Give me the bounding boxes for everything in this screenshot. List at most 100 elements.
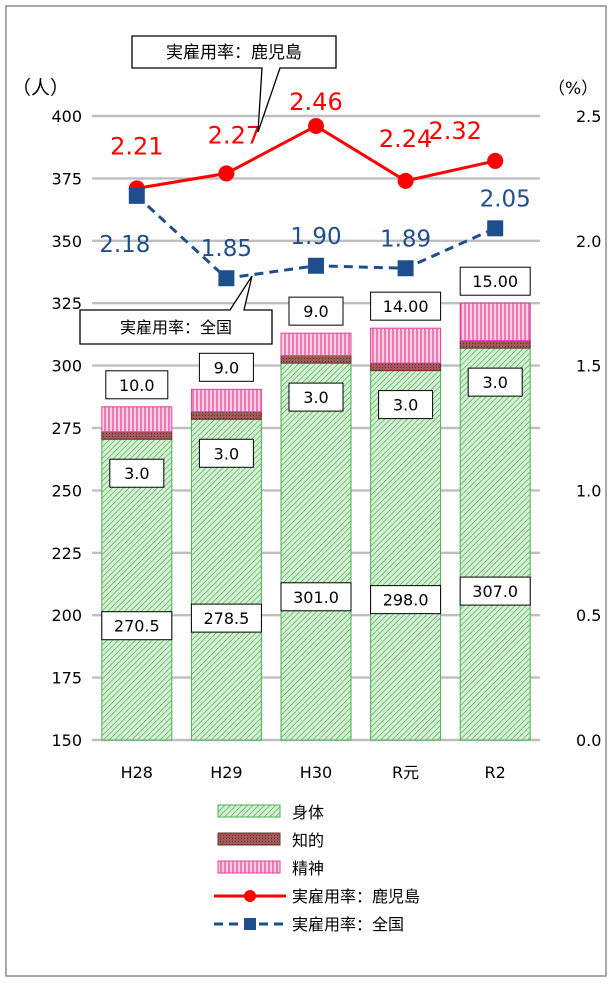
- label-national: 2.18: [99, 232, 150, 258]
- x-tick-label: H30: [300, 763, 332, 782]
- point-national: [128, 187, 145, 204]
- bar-label-shintai: 307.0: [472, 582, 518, 601]
- legend-swatch: [217, 832, 281, 846]
- point-kagoshima: [308, 117, 324, 134]
- y-left-tick-label: 200: [51, 606, 82, 625]
- bar-label-chiteki: 3.0: [482, 373, 507, 392]
- bar-chiteki: [101, 431, 173, 440]
- callout-kagoshima-text: 実雇用率：鹿児島: [166, 43, 302, 63]
- bar-label-shintai-box: [190, 603, 262, 633]
- y-left-tick-label: 250: [51, 481, 82, 500]
- bar-label-chiteki-box: [288, 382, 344, 412]
- point-national: [308, 257, 324, 274]
- bar-shintai: [459, 347, 531, 741]
- rate-labels: 2.21 2.27 2.46 2.242.32 2.18 1.85 1.90 1.89 2.05: [99, 88, 531, 262]
- bar-label-shintai-box: [280, 582, 352, 612]
- legend-label: 精神: [292, 859, 324, 878]
- bar-label-chiteki-box: [198, 438, 254, 468]
- bar-label-chiteki: 3.0: [214, 444, 239, 463]
- point-national: [487, 220, 504, 237]
- legend-swatch: [217, 804, 281, 818]
- legend-swatch: [217, 860, 281, 874]
- bar-seishin: [280, 332, 352, 357]
- bar-label-shintai: 270.5: [114, 617, 160, 636]
- axes: （人） （%） 150 175 200 225 250 275 300 325 350 375 40…: [12, 77, 601, 782]
- bar-label-chiteki-box: [467, 367, 523, 397]
- bar-label-seishin: 10.0: [119, 376, 155, 395]
- bar-label-chiteki-box: [109, 458, 165, 488]
- bar-label-shintai-box: [101, 611, 173, 641]
- x-tick-label: H28: [121, 763, 153, 782]
- bar-seishin: [190, 388, 262, 413]
- point-kagoshima: [487, 152, 504, 169]
- bar-label-chiteki: 3.0: [303, 388, 328, 407]
- bar-labels: 270.5 3.0 10.0 278.5 3.0 9.0 301.0 3.0 9.0 298.0 3…: [101, 266, 531, 641]
- y-left-tick-label: 175: [51, 669, 82, 688]
- y-left-tick-label: 325: [51, 294, 82, 313]
- bar-label-seishin: 9.0: [214, 358, 239, 377]
- y-left-tick-label: 150: [51, 731, 82, 750]
- callout-national-box: [79, 275, 273, 345]
- bar-chiteki: [280, 355, 352, 364]
- bar-label-seishin-box: [105, 370, 169, 400]
- bar-label-seishin-box: [288, 296, 344, 326]
- bar-seishin: [101, 406, 173, 433]
- bar-seishin: [370, 327, 442, 364]
- y-right-tick-label: 1.0: [576, 481, 601, 500]
- bar-chiteki: [190, 411, 262, 420]
- legend-marker: [244, 918, 256, 930]
- bar-label-seishin: 15.00: [472, 272, 518, 291]
- y-right-tick-label: 2.0: [576, 232, 601, 251]
- legend-marker: [244, 890, 256, 902]
- label-national: 2.05: [480, 186, 531, 212]
- bar-label-seishin-box: [198, 352, 254, 382]
- callout-national: 実雇用率：全国: [79, 275, 273, 345]
- x-tick-label: H29: [210, 763, 242, 782]
- label-kagoshima: 2.21: [110, 132, 163, 160]
- point-kagoshima: [397, 172, 414, 189]
- label-national: 1.90: [290, 224, 341, 250]
- bar-label-seishin: 14.00: [383, 297, 429, 316]
- callout-national-text: 実雇用率：全国: [120, 318, 232, 337]
- bar-seishin: [459, 302, 531, 342]
- y-right-axis-label: （%）: [548, 79, 598, 99]
- bar-label-shintai: 278.5: [203, 609, 249, 628]
- legend-label: 実雇用率：鹿児島: [292, 887, 420, 906]
- y-right-tick-label: 0.0: [576, 731, 601, 750]
- x-tick-label: R元: [392, 763, 419, 782]
- callout-kagoshima: 実雇用率：鹿児島: [131, 35, 337, 133]
- x-tick-label: R2: [485, 763, 506, 782]
- bar-chiteki: [370, 362, 442, 372]
- label-national: 1.89: [380, 226, 431, 252]
- label-kagoshima: 2.27: [208, 121, 261, 149]
- bar-label-chiteki-box: [378, 390, 434, 420]
- label-national: 1.85: [201, 236, 252, 262]
- y-left-tick-label: 350: [51, 232, 82, 251]
- bar-label-shintai-box: [370, 585, 442, 615]
- y-left-tick-label: 375: [51, 169, 82, 188]
- bar-shintai: [370, 370, 442, 741]
- legend-label: 実雇用率：全国: [292, 915, 404, 934]
- y-right-tick-label: 1.5: [576, 357, 601, 376]
- bar-label-seishin-box: [459, 266, 531, 296]
- y-left-axis-label: （人）: [12, 77, 69, 99]
- bar-shintai: [101, 438, 173, 741]
- point-national: [397, 260, 414, 277]
- y-left-tick-label: 275: [51, 419, 82, 438]
- point-kagoshima: [218, 165, 235, 182]
- bar-shintai: [280, 362, 352, 741]
- label-kagoshima: 2.46: [289, 88, 342, 116]
- point-national: [218, 270, 235, 287]
- bar-label-seishin: 9.0: [303, 302, 328, 321]
- rate-lines: [128, 117, 504, 287]
- y-right-tick-label: 0.5: [576, 606, 601, 625]
- bar-label-chiteki: 3.0: [124, 464, 149, 483]
- y-left-tick-label: 400: [51, 107, 82, 126]
- label-kagoshima: 2.24: [379, 125, 432, 153]
- bar-label-shintai: 298.0: [383, 591, 429, 610]
- legend-label: 知的: [292, 831, 324, 850]
- y-left-tick-label: 300: [51, 357, 82, 376]
- y-left-tick-label: 225: [51, 544, 82, 563]
